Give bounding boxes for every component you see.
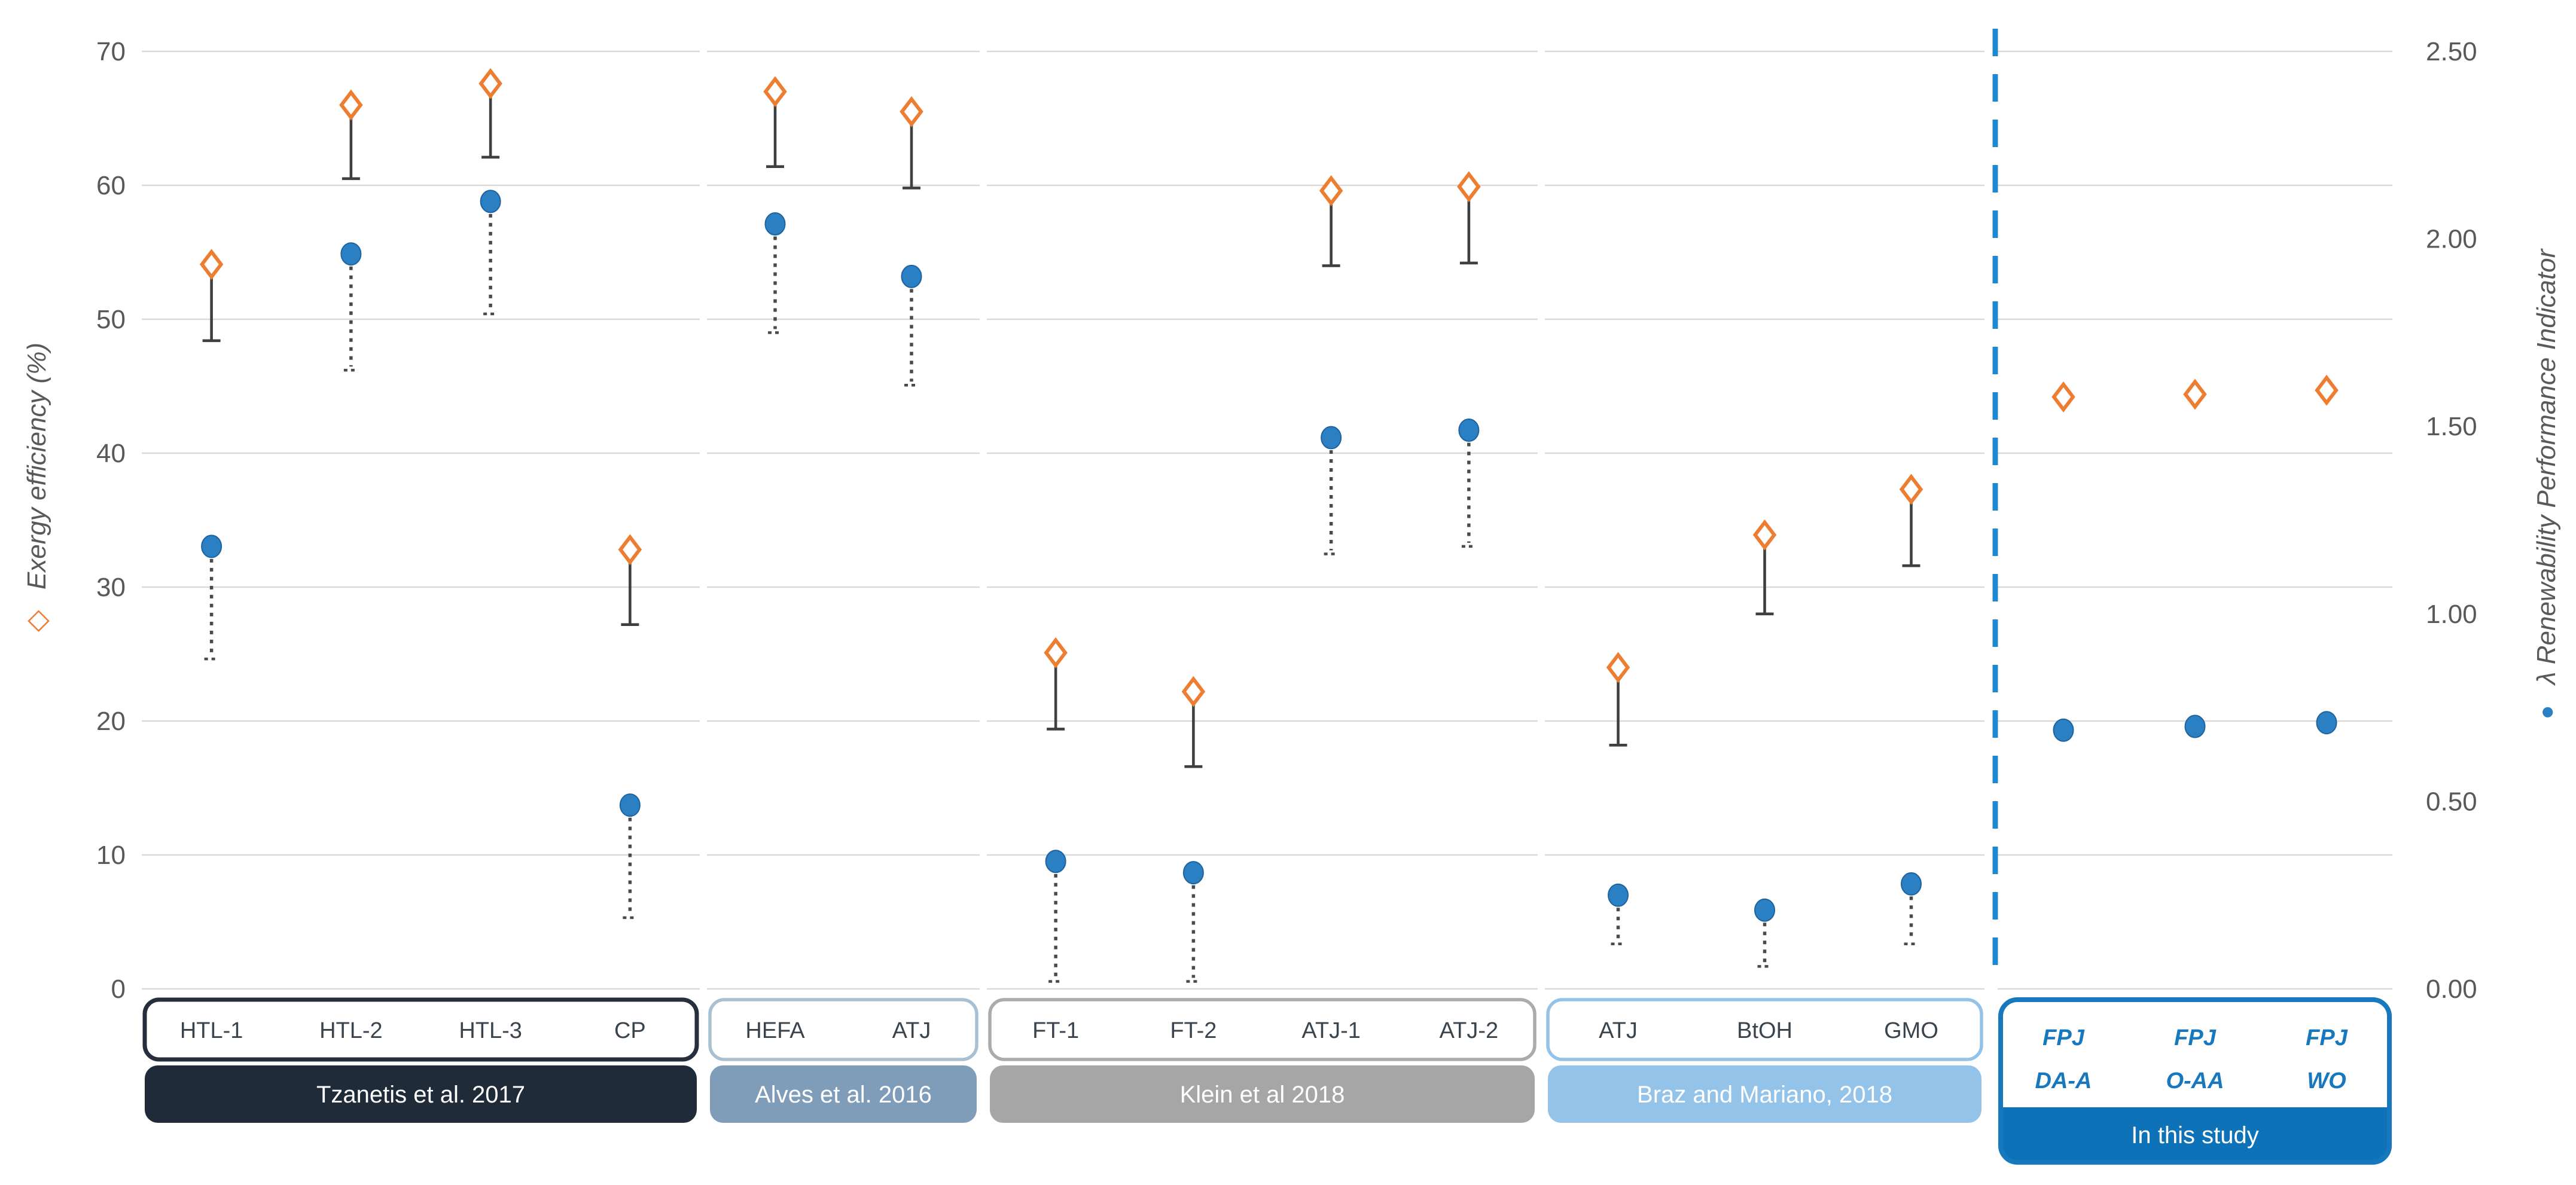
right-tick-label-0.50: 0.50: [2426, 787, 2477, 816]
group-bar-0: [145, 1065, 697, 1123]
left-tick-label-40: 40: [96, 439, 126, 468]
group-bar-1: [710, 1065, 977, 1123]
category-label-GMO: GMO: [1884, 1018, 1938, 1043]
right-tick-label-1.00: 1.00: [2426, 600, 2477, 629]
marker-lambda-circle-ATJ: [1608, 883, 1629, 907]
category-label-BtOH: BtOH: [1737, 1018, 1792, 1043]
group-label-1: Alves et al. 2016: [755, 1082, 932, 1108]
marker-lambda-circle-CP: [619, 793, 641, 817]
left-tick-label-30: 30: [96, 573, 126, 602]
right-tick-label-1.50: 1.50: [2426, 412, 2477, 441]
category-label-FPJ DA-A-line2: DA-A: [2035, 1068, 2092, 1094]
marker-exergy-diamond-FT-1: [1044, 637, 1068, 668]
group-label-in-this-study: In this study: [2131, 1122, 2258, 1149]
category-label-FPJ DA-A-line1: FPJ: [2042, 1025, 2085, 1050]
lambda-circle-icon: ●: [2534, 705, 2560, 720]
marker-lambda-circle-FPJ WO: [2316, 711, 2337, 735]
marker-exergy-diamond-ATJ: [1606, 652, 1630, 683]
marker-lambda-circle-HTL-3: [480, 190, 501, 213]
group-label-3: Braz and Mariano, 2018: [1637, 1082, 1892, 1108]
marker-lambda-circle-HEFA: [764, 212, 786, 236]
marker-exergy-diamond-HEFA: [763, 76, 787, 108]
marker-lambda-circle-FT-1: [1045, 850, 1066, 874]
category-label-FPJ WO-line2: WO: [2307, 1068, 2346, 1094]
category-label-FPJ O-AA-line2: O-AA: [2166, 1068, 2224, 1094]
marker-lambda-circle-ATJ-2: [1458, 418, 1480, 442]
marker-lambda-circle-ATJ: [901, 264, 922, 288]
marker-exergy-diamond-FT-2: [1181, 676, 1206, 707]
right-axis-title-text: λ Renewability Performance Indicator: [2532, 249, 2561, 685]
group-bar-3: [1548, 1065, 1981, 1123]
group-bar-2: [990, 1065, 1535, 1123]
marker-lambda-circle-ATJ-1: [1321, 426, 1342, 450]
category-label-ATJ-1: ATJ-1: [1301, 1018, 1361, 1043]
marker-exergy-diamond-ATJ-1: [1319, 175, 1343, 206]
category-box-1: [708, 998, 978, 1061]
marker-exergy-diamond-ATJ: [900, 96, 923, 127]
right-axis-title: ● λ Renewability Performance Indicator: [2514, 0, 2576, 1052]
right-tick-label-0.00: 0.00: [2426, 975, 2477, 1004]
category-box-3: [1546, 998, 1983, 1061]
marker-exergy-diamond-FPJ O-AA: [2183, 378, 2207, 410]
group-label-0: Tzanetis et al. 2017: [316, 1082, 525, 1108]
category-label-HTL-3: HTL-3: [459, 1018, 522, 1043]
right-tick-label-2.00: 2.00: [2426, 225, 2477, 254]
left-tick-label-60: 60: [96, 171, 126, 200]
category-label-FT-1: FT-1: [1032, 1018, 1079, 1043]
category-label-HTL-2: HTL-2: [319, 1018, 383, 1043]
left-axis-title: ◇ Exergy efficiency (%): [4, 9, 70, 966]
marker-lambda-circle-HTL-2: [340, 242, 362, 266]
left-axis-title-text: Exergy efficiency (%): [22, 342, 51, 590]
left-tick-label-20: 20: [96, 707, 126, 736]
category-box-2: [988, 998, 1537, 1061]
marker-exergy-diamond-HTL-2: [339, 89, 363, 121]
left-tick-label-10: 10: [96, 841, 126, 870]
marker-exergy-diamond-HTL-1: [199, 249, 224, 280]
category-label-ATJ-2: ATJ-2: [1440, 1018, 1499, 1043]
marker-lambda-circle-GMO: [1901, 872, 1922, 896]
category-label-FPJ WO-line1: FPJ: [2306, 1025, 2348, 1050]
marker-exergy-diamond-BtOH: [1752, 519, 1777, 551]
study-footer-fill-sq: [2001, 1107, 2389, 1135]
study-box-border: [1998, 997, 2392, 1165]
exergy-diamond-icon: ◇: [21, 610, 53, 633]
marker-lambda-circle-FT-2: [1182, 861, 1204, 885]
marker-lambda-circle-BtOH: [1754, 898, 1775, 922]
left-tick-label-50: 50: [96, 305, 126, 334]
marker-exergy-diamond-HTL-3: [478, 68, 502, 99]
category-label-ATJ: ATJ: [1599, 1018, 1638, 1043]
marker-lambda-circle-FPJ O-AA: [2184, 714, 2206, 738]
marker-exergy-diamond-CP: [618, 534, 642, 566]
category-box-0: [142, 997, 699, 1062]
category-label-ATJ: ATJ: [892, 1018, 931, 1043]
category-label-HTL-1: HTL-1: [180, 1018, 243, 1043]
group-label-2: Klein et al 2018: [1180, 1082, 1345, 1108]
left-tick-label-0: 0: [111, 975, 126, 1004]
marker-exergy-diamond-GMO: [1899, 474, 1923, 505]
right-tick-label-2.50: 2.50: [2426, 37, 2477, 66]
marker-lambda-circle-HTL-1: [201, 535, 222, 558]
marker-exergy-diamond-ATJ-2: [1457, 171, 1481, 203]
marker-exergy-diamond-FPJ WO: [2315, 374, 2339, 406]
marker-lambda-circle-FPJ DA-A: [2053, 718, 2074, 742]
left-tick-label-70: 70: [96, 37, 126, 66]
category-label-CP: CP: [614, 1018, 646, 1043]
category-label-FPJ O-AA-line1: FPJ: [2174, 1025, 2217, 1050]
marker-exergy-diamond-FPJ DA-A: [2051, 381, 2075, 413]
category-label-FT-2: FT-2: [1170, 1018, 1217, 1043]
category-label-HEFA: HEFA: [745, 1018, 805, 1043]
